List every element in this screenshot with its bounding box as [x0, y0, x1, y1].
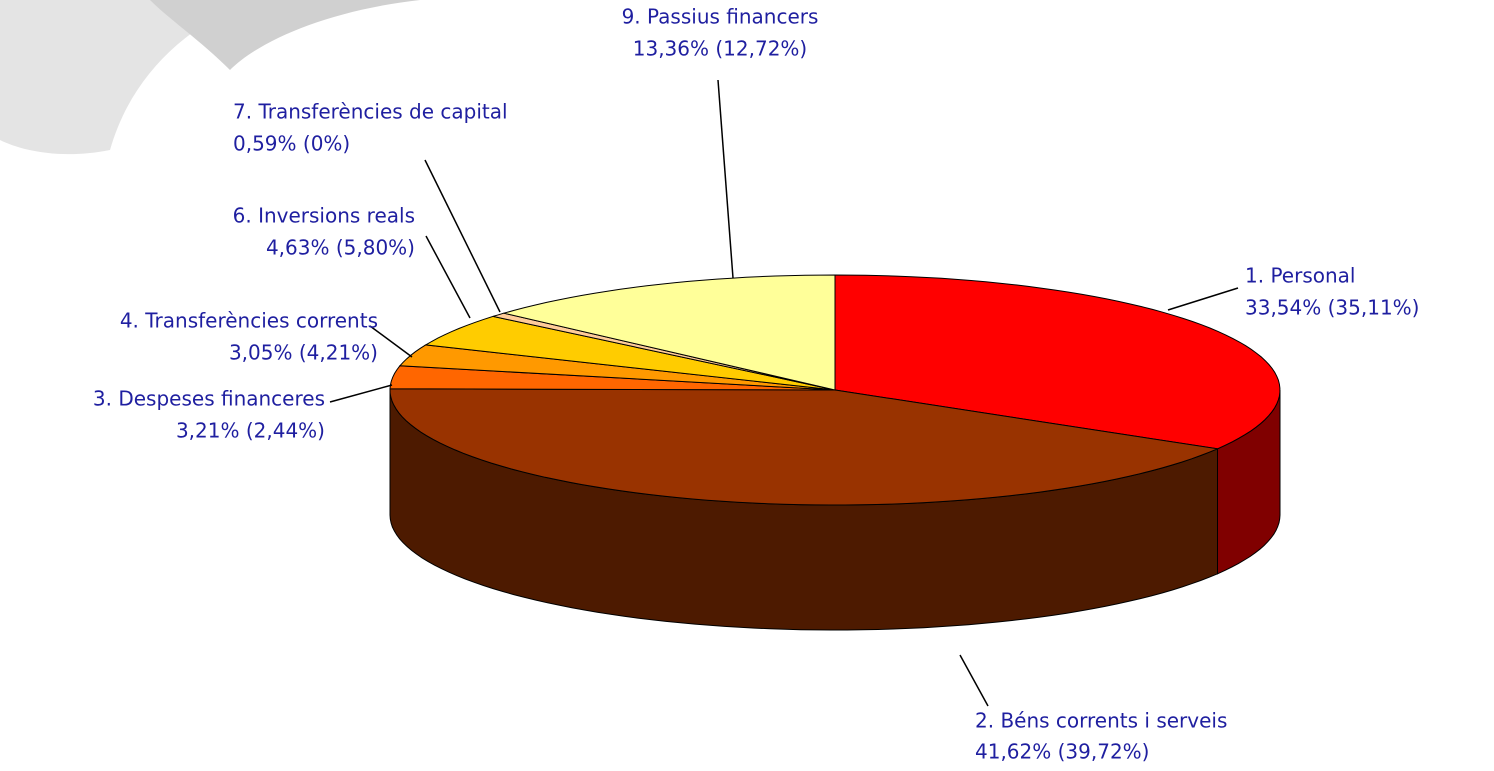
category-label: 1. Personal [1245, 264, 1355, 288]
leader-line [1167, 287, 1239, 311]
pie-slice [398, 344, 836, 391]
value-label: 33,54% (35,11%) [1245, 296, 1419, 320]
leader-line [424, 159, 501, 313]
leader-line [329, 384, 393, 403]
category-label: 9. Passius financers [622, 5, 819, 29]
leader-line [425, 235, 471, 319]
pie-slice [424, 315, 836, 391]
value-label: 3,05% (4,21%) [229, 341, 378, 365]
value-label: 3,21% (2,44%) [176, 419, 325, 443]
leader-line [717, 79, 734, 279]
value-label: 0,59% (0%) [233, 132, 350, 156]
pie-slice [503, 274, 836, 391]
pie-slice [389, 388, 1220, 506]
value-label: 4,63% (5,80%) [266, 236, 415, 260]
background-decoration [0, 0, 250, 155]
category-label: 2. Béns corrents i serveis [975, 709, 1227, 733]
category-label: 7. Transferències de capital [233, 100, 508, 124]
category-label: 4. Transferències corrents [120, 309, 378, 333]
pie-slice [834, 274, 1281, 450]
leader-line [959, 654, 989, 707]
category-label: 3. Despeses financeres [93, 387, 325, 411]
leader-line [369, 325, 413, 358]
value-label: 13,36% (12,72%) [633, 37, 807, 61]
background-decoration [150, 0, 420, 70]
value-label: 41,62% (39,72%) [975, 740, 1149, 764]
category-label: 6. Inversions reals [233, 204, 415, 228]
